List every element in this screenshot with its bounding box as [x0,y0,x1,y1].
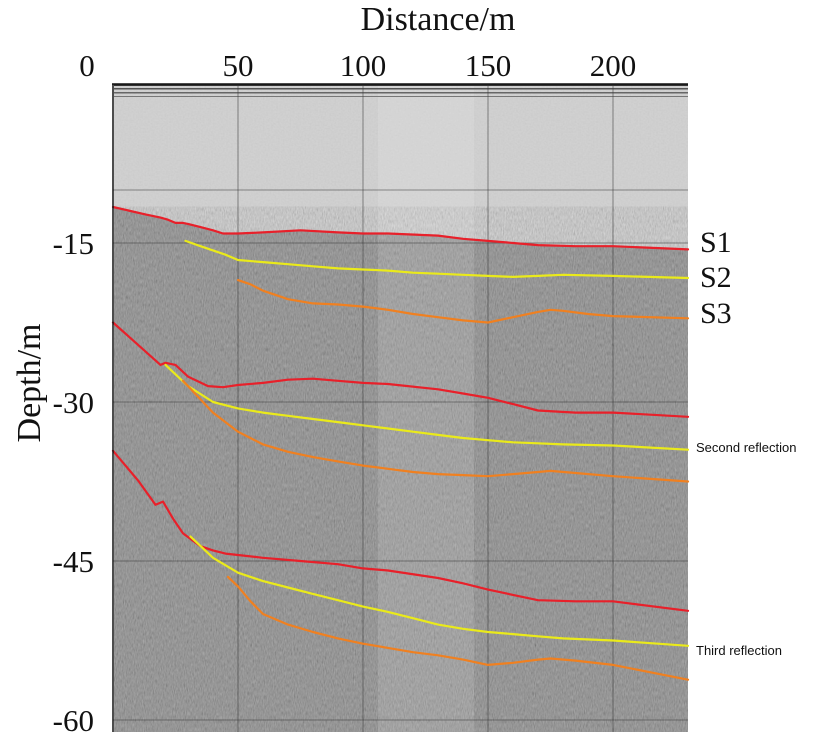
horizon-s3-primary [236,279,690,324]
y-tick-labels: -15 -30 -45 -60 [53,226,94,732]
y-tick-label: -15 [53,226,94,261]
y-tick-label: -30 [53,385,94,420]
x-tick-labels: 0 50 100 150 200 [79,48,636,83]
horizon-s3-second [181,379,690,483]
x-tick-label: 0 [79,48,95,83]
horizon-s2-second [164,363,690,451]
horizon-s2-primary [184,239,690,280]
x-tick-label: 150 [465,48,512,83]
axes [112,83,688,732]
horizon-s1-second [111,321,690,418]
surface-label-s1: S1 [700,226,732,259]
third-reflection-label: Third reflection [696,643,782,658]
x-tick-label: 200 [590,48,637,83]
y-axis-title: Depth/m [11,324,48,443]
y-tick-label: -45 [53,544,94,579]
horizon-s2-third [189,535,690,647]
x-tick-label: 50 [223,48,254,83]
horizon-s1-primary [111,205,690,251]
light-strip [378,84,474,732]
x-tick-label: 100 [340,48,387,83]
reflector-horizons [111,205,690,681]
x-axis-title: Distance/m [361,1,516,38]
surface-noise-bands [114,84,688,97]
horizon-s1-third [111,449,690,612]
surface-label-s2: S2 [700,261,732,294]
second-reflection-label: Second reflection [696,440,796,455]
horizon-s3-third [226,575,690,681]
y-tick-label: -60 [53,703,94,732]
seismic-background [114,84,688,732]
surface-label-s3: S3 [700,297,732,330]
